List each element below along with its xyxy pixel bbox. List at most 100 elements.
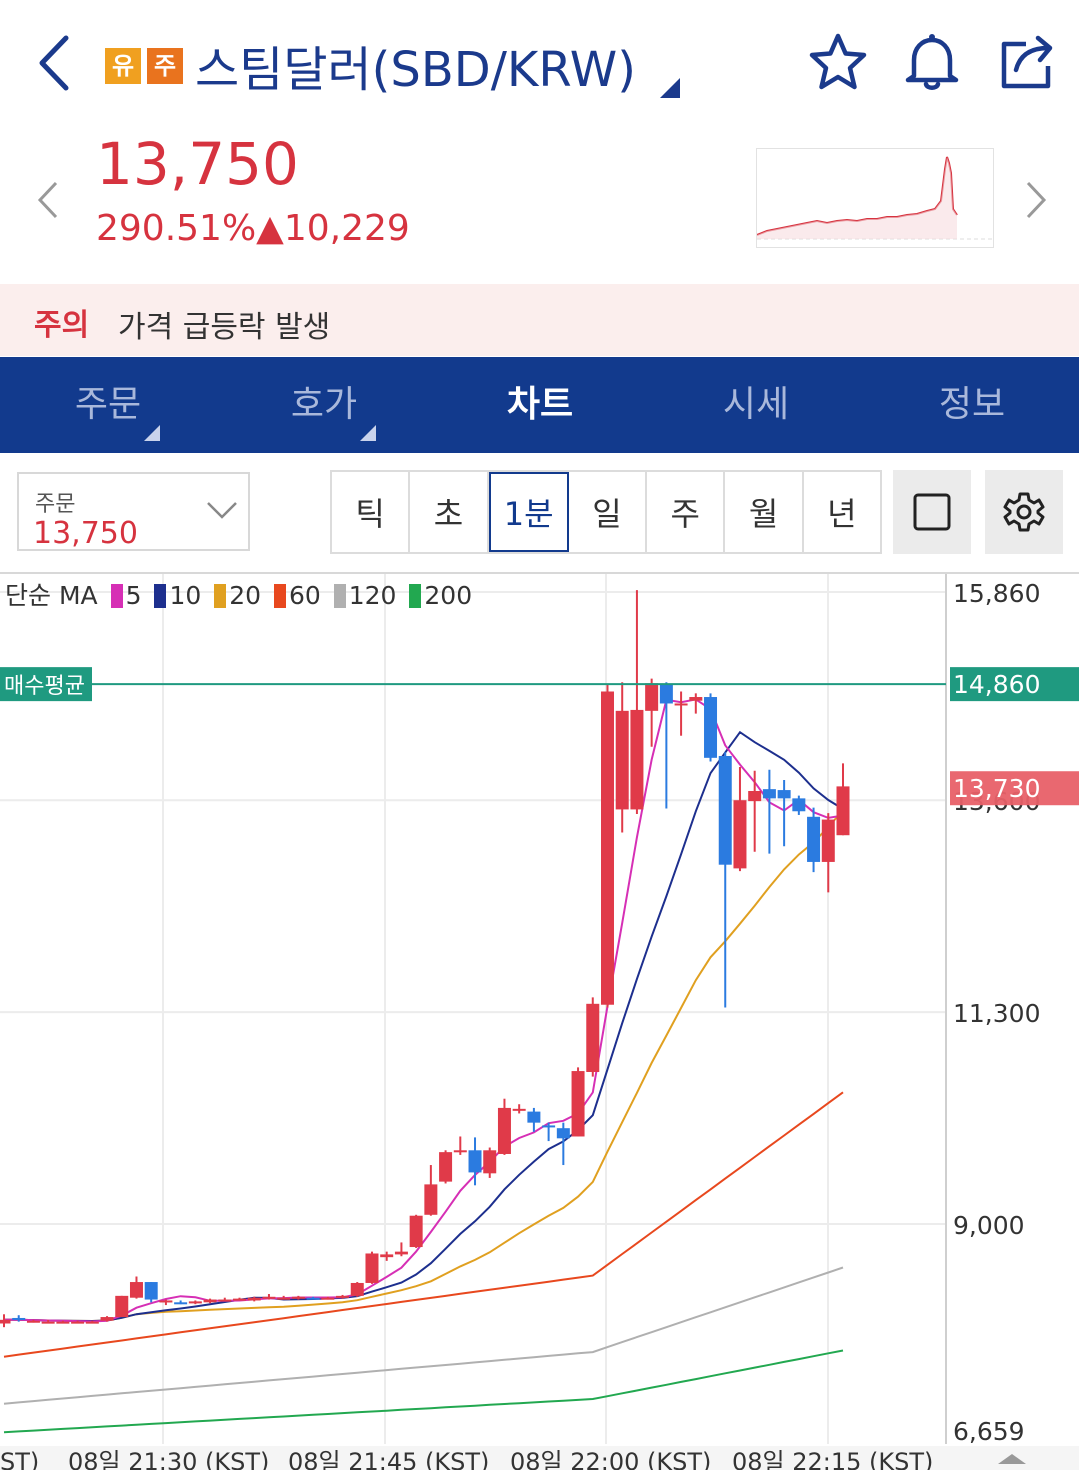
interval-selector: 틱 초 1분 일 주 월 년 <box>330 470 882 554</box>
candle-body <box>630 709 644 810</box>
square-icon <box>913 493 951 531</box>
candle-body <box>497 1107 511 1154</box>
candle-body <box>689 697 703 701</box>
badge-caution: 유 <box>105 48 141 84</box>
candle-body <box>674 703 688 706</box>
candle-body <box>792 798 806 812</box>
candle-body <box>174 1302 188 1305</box>
chevron-down-icon <box>207 502 237 519</box>
candle-body <box>129 1282 143 1298</box>
candle-body <box>291 1296 305 1299</box>
prev-coin-icon[interactable] <box>34 175 64 225</box>
candle-body <box>718 755 732 865</box>
interval-year-button[interactable]: 년 <box>827 495 857 533</box>
ma5-line <box>4 698 844 1323</box>
candle-body <box>527 1111 541 1123</box>
tab-info[interactable]: 정보 <box>864 357 1079 453</box>
tab-chart[interactable]: 차트 <box>432 357 648 453</box>
x-tick-label: 08일 21:30 (KST) <box>68 1448 269 1470</box>
chart-canvas[interactable]: 15,86013,60011,3009,0006,659매수평균14,86013… <box>0 574 1079 1470</box>
interval-week-button[interactable]: 주 <box>647 472 726 552</box>
back-icon[interactable] <box>30 28 80 98</box>
interval-1min-button[interactable]: 1분 <box>488 472 569 552</box>
candle-body <box>512 1108 526 1111</box>
candle-body <box>159 1300 173 1303</box>
ma120-line <box>3 1266 844 1405</box>
candle-body <box>821 819 835 862</box>
order-select-label: 주문 <box>35 492 76 517</box>
y-tick-label: 6,659 <box>953 1417 1025 1446</box>
gear-icon <box>1003 492 1045 532</box>
tab-label: 차트 <box>506 384 574 425</box>
candle-body <box>321 1297 335 1300</box>
avg-buy-price-tag-bg <box>950 667 1079 702</box>
title-dropdown-icon[interactable] <box>660 78 680 98</box>
bell-icon[interactable] <box>900 30 964 94</box>
warning-label: 주의 <box>34 308 90 343</box>
candle-body <box>748 790 762 802</box>
candle-body <box>56 1321 70 1324</box>
fullscreen-button[interactable] <box>893 470 971 554</box>
ma120-swatch <box>333 584 346 608</box>
ma5-swatch <box>110 584 123 608</box>
badge-notice: 주 <box>147 48 183 84</box>
header: 유 주 스팀달러(SBD/KRW) <box>0 0 1079 130</box>
candle-body <box>71 1321 85 1324</box>
ma-legend-label: 20 <box>229 581 262 610</box>
candle-body <box>645 683 659 711</box>
ma-legend-label: 60 <box>288 581 321 610</box>
ma200-line <box>3 1349 844 1434</box>
mini-price-chart-graph <box>756 156 993 240</box>
candlestick-chart[interactable]: 15,86013,60011,3009,0006,659매수평균14,86013… <box>0 572 1079 1470</box>
candle-body <box>247 1297 261 1301</box>
tab-orderbook[interactable]: 호가 <box>216 357 432 453</box>
tab-label: 시세 <box>722 384 790 425</box>
candle-body <box>542 1125 556 1128</box>
tab-order[interactable]: 주문 <box>0 357 216 453</box>
candle-body <box>306 1297 320 1300</box>
candle-body <box>733 800 747 869</box>
candle-body <box>409 1215 423 1248</box>
next-coin-icon[interactable] <box>1020 175 1050 225</box>
ma-legend-label: 200 <box>424 581 473 610</box>
tab-market-price[interactable]: 시세 <box>648 357 864 453</box>
current-price-tag: 13,730 <box>953 774 1040 803</box>
avg-buy-label: 매수평균 <box>4 674 85 699</box>
star-icon[interactable] <box>806 30 870 94</box>
interval-month-button[interactable]: 월 <box>725 472 804 552</box>
order-select-value: 13,750 <box>33 516 138 551</box>
candle-body <box>336 1295 350 1298</box>
coin-title[interactable]: 스팀달러(SBD/KRW) <box>195 42 636 98</box>
order-type-select[interactable]: 주문 13,750 <box>17 472 250 551</box>
candle-body <box>26 1320 40 1323</box>
interval-day-button[interactable]: 일 <box>569 472 648 552</box>
tab-label: 정보 <box>938 384 1006 425</box>
avg-buy-price-tag: 14,860 <box>953 670 1040 699</box>
mini-price-chart[interactable] <box>756 148 994 248</box>
candle-body <box>365 1253 379 1283</box>
candle-body <box>483 1150 497 1174</box>
candle-body <box>424 1184 438 1215</box>
candle-body <box>115 1295 129 1318</box>
candle-body <box>188 1301 202 1304</box>
share-icon[interactable] <box>996 30 1060 94</box>
ma20-swatch <box>214 584 227 608</box>
x-axis-band <box>0 1446 1079 1470</box>
candle-body <box>100 1317 114 1321</box>
interval-second-button[interactable]: 초 <box>410 472 489 552</box>
tab-dropdown-icon <box>144 425 160 441</box>
ma-legend: 단순 MA 5 10 20 60 120 200 <box>5 576 472 612</box>
candle-body <box>777 790 791 799</box>
interval-tick-button[interactable]: 틱 <box>332 472 411 552</box>
candle-body <box>350 1282 364 1296</box>
tab-bar: 주문 호가 차트 시세 정보 <box>0 357 1079 453</box>
candle-body <box>394 1251 408 1255</box>
tab-label: 주문 <box>74 384 142 425</box>
ma-legend-label: 5 <box>125 581 142 610</box>
candle-body <box>218 1299 232 1302</box>
candle-body <box>203 1299 217 1303</box>
candle-body <box>144 1282 158 1300</box>
candle-body <box>12 1317 26 1320</box>
chart-settings-button[interactable] <box>985 470 1063 554</box>
warning-banner[interactable]: 주의 가격 급등락 발생 <box>0 284 1079 356</box>
